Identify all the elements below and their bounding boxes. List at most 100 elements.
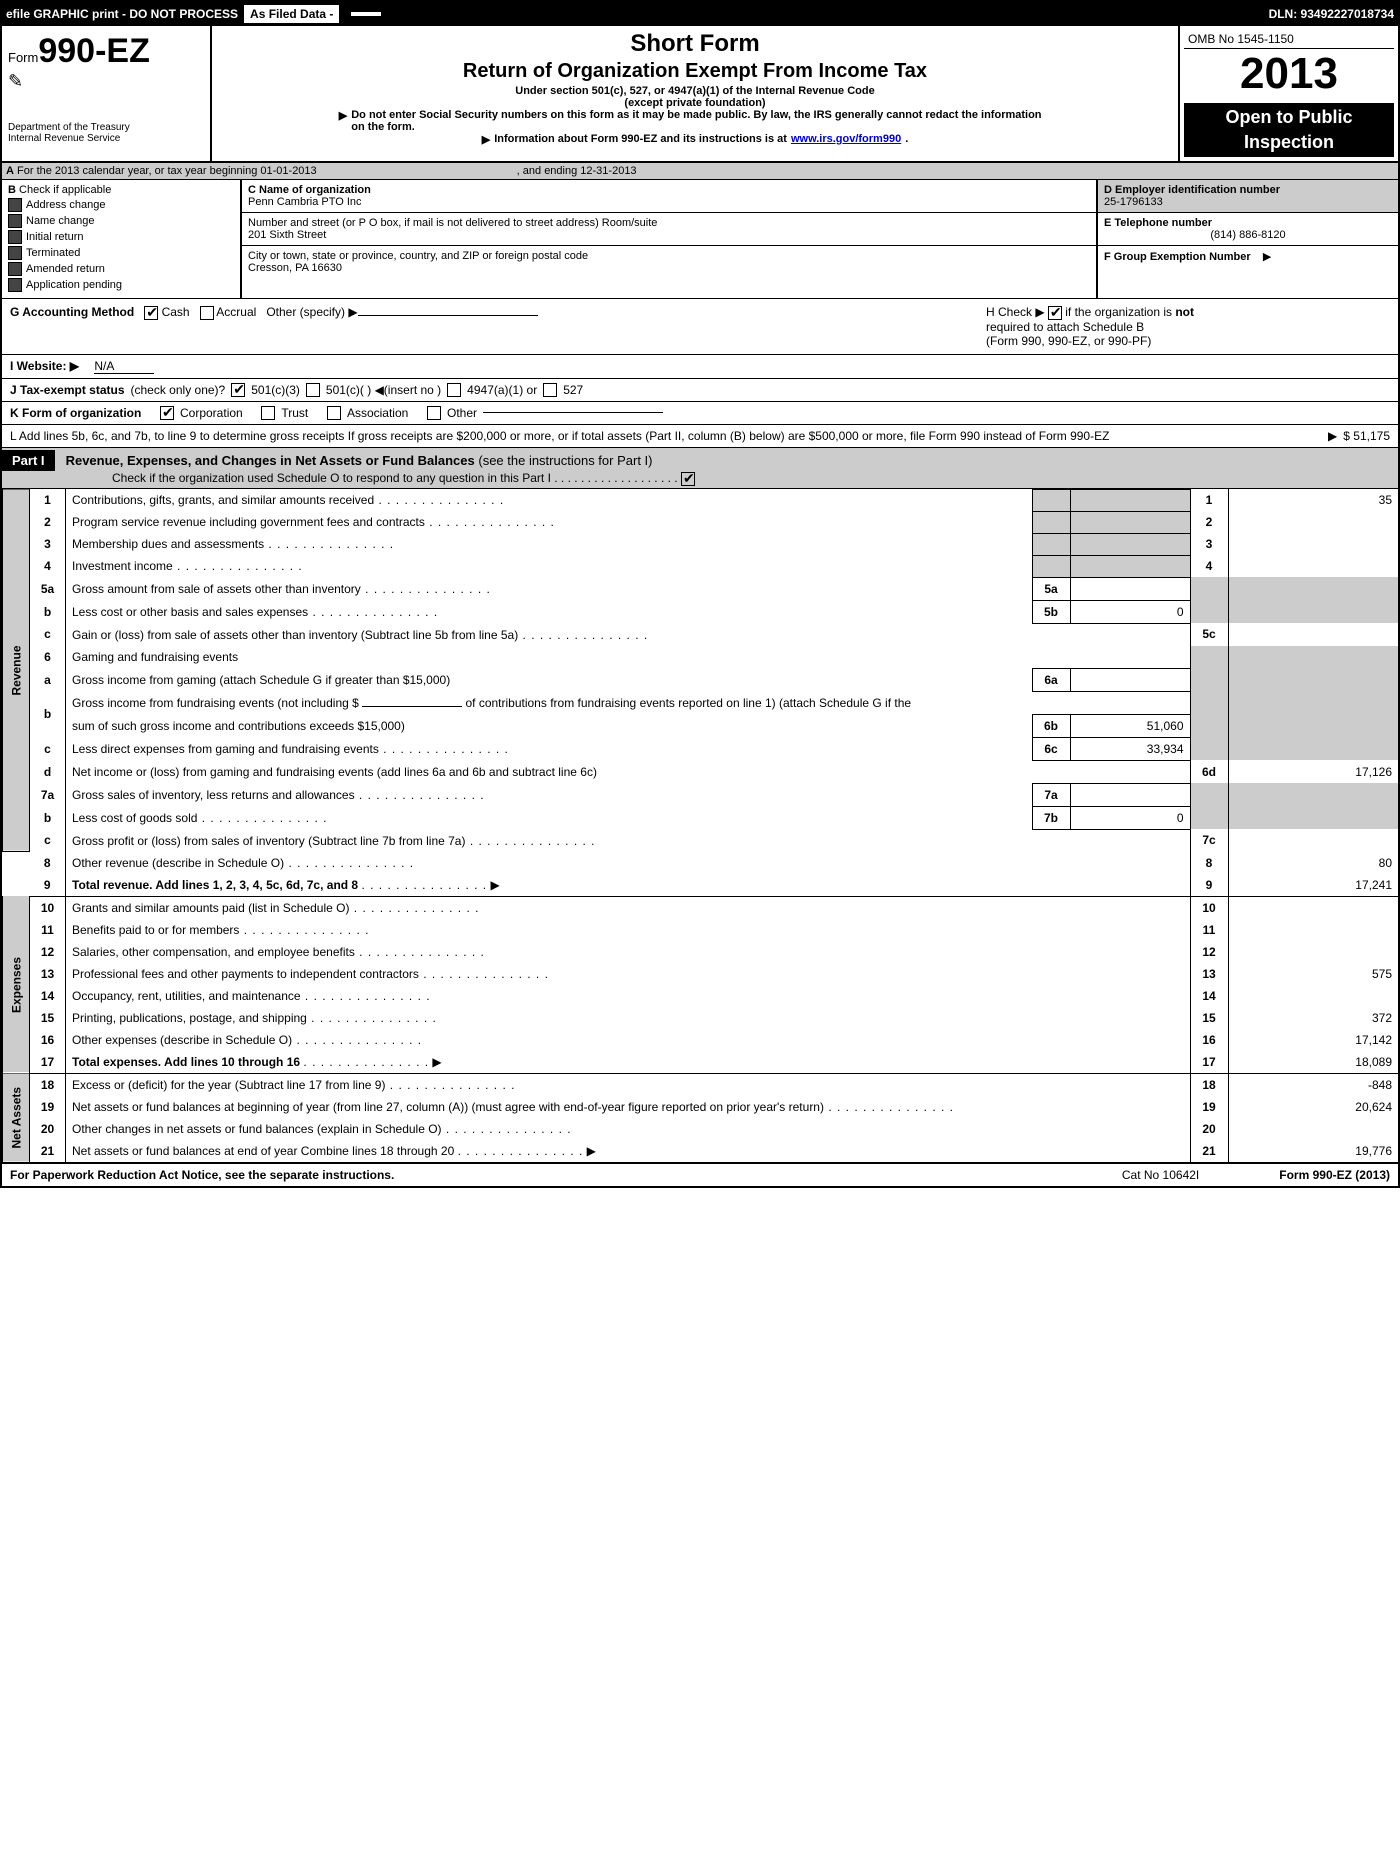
l-row: L Add lines 5b, 6c, and 7b, to line 9 to… xyxy=(2,425,1398,448)
section-bcde: B Check if applicable Address change Nam… xyxy=(2,180,1398,299)
line-18-value: -848 xyxy=(1228,1073,1398,1096)
g-cell: G Accounting Method Cash Accrual Other (… xyxy=(2,299,978,354)
line-8-value: 80 xyxy=(1228,852,1398,874)
row-a-text1: For the 2013 calendar year, or tax year … xyxy=(17,165,317,177)
chk-app-pending[interactable] xyxy=(8,278,22,292)
k-label: K Form of organization xyxy=(10,406,141,420)
form-number: 990-EZ xyxy=(38,32,150,70)
k-row: K Form of organization Corporation Trust… xyxy=(2,402,1398,425)
chk-amended[interactable] xyxy=(8,262,22,276)
chk-501c3[interactable] xyxy=(231,383,245,397)
efile-header: efile GRAPHIC print - DO NOT PROCESS As … xyxy=(2,2,1398,26)
line-6d-value: 17,126 xyxy=(1228,760,1398,783)
part-i-label: Part I xyxy=(2,450,55,471)
return-title: Return of Organization Exempt From Incom… xyxy=(220,60,1170,83)
j-label: J Tax-exempt status xyxy=(10,383,125,397)
omb-number: OMB No 1545-1150 xyxy=(1184,30,1394,49)
asfiled-badge: As Filed Data - xyxy=(244,5,339,23)
subtitle-2: (except private foundation) xyxy=(220,97,1170,109)
paperwork-notice: For Paperwork Reduction Act Notice, see … xyxy=(10,1168,394,1182)
line-15-value: 372 xyxy=(1228,1007,1398,1029)
efile-text: efile GRAPHIC print - DO NOT PROCESS xyxy=(6,7,238,21)
g-label: G Accounting Method xyxy=(10,305,134,319)
chk-other-org[interactable] xyxy=(427,406,441,420)
chk-initial-return[interactable] xyxy=(8,230,22,244)
org-street: 201 Sixth Street xyxy=(248,229,1090,241)
chk-4947[interactable] xyxy=(447,383,461,397)
form-footer: Form 990-EZ (2013) xyxy=(1279,1168,1390,1182)
line-19-value: 20,624 xyxy=(1228,1096,1398,1118)
form-id-cell: Form990-EZ ✎ Department of the Treasury … xyxy=(2,26,212,161)
chk-accrual[interactable] xyxy=(200,306,214,320)
row-a-text2: , and ending 12-31-2013 xyxy=(517,165,637,177)
d-label: D Employer identification number xyxy=(1104,184,1280,196)
netassets-side-label: Net Assets xyxy=(3,1073,30,1163)
arrow-line-2: Information about Form 990-EZ and its in… xyxy=(220,133,1170,146)
i-label: I Website: ▶ xyxy=(10,359,79,373)
open-public-2: Inspection xyxy=(1184,132,1394,157)
chk-name-change[interactable] xyxy=(8,214,22,228)
chk-terminated[interactable] xyxy=(8,246,22,260)
other-org-line[interactable] xyxy=(483,412,663,413)
arrow-line-1: Do not enter Social Security numbers on … xyxy=(220,109,1170,133)
line-5b-value: 0 xyxy=(1070,600,1190,623)
efile-icon: ✎ xyxy=(8,71,204,92)
gh-row: G Accounting Method Cash Accrual Other (… xyxy=(2,299,1398,355)
irs-link[interactable]: www.irs.gov/form990 xyxy=(791,133,901,145)
h-cell: H Check ▶ if the organization is not req… xyxy=(978,299,1398,354)
phone-value: (814) 886-8120 xyxy=(1104,229,1392,241)
chk-address-change[interactable] xyxy=(8,198,22,212)
expenses-side-label: Expenses xyxy=(3,896,30,1073)
line-6c-value: 33,934 xyxy=(1070,737,1190,760)
line-21-value: 19,776 xyxy=(1228,1140,1398,1163)
financials-table: Revenue 1Contributions, gifts, grants, a… xyxy=(2,489,1398,1164)
form-page: efile GRAPHIC print - DO NOT PROCESS As … xyxy=(0,0,1400,1188)
l-arrow: ▶ xyxy=(1328,429,1337,443)
short-form-label: Short Form xyxy=(220,30,1170,58)
org-city: Cresson, PA 16630 xyxy=(248,262,1090,274)
chk-trust[interactable] xyxy=(261,406,275,420)
part-i-header: Part I Revenue, Expenses, and Changes in… xyxy=(2,448,1398,489)
chk-501c[interactable] xyxy=(306,383,320,397)
chk-h[interactable] xyxy=(1048,306,1062,320)
chk-cash[interactable] xyxy=(144,306,158,320)
part-i-check-line: Check if the organization used Schedule … xyxy=(2,471,695,485)
line-16-value: 17,142 xyxy=(1228,1029,1398,1051)
line-17-value: 18,089 xyxy=(1228,1051,1398,1074)
tax-year: 2013 xyxy=(1184,49,1394,99)
revenue-side-label: Revenue xyxy=(3,489,30,852)
row-a-label: A xyxy=(6,165,14,177)
b-label: B xyxy=(8,184,16,196)
col-def: D Employer identification number 25-1796… xyxy=(1098,180,1398,298)
c-street-label: Number and street (or P O box, if mail i… xyxy=(248,217,1090,229)
cat-number: Cat No 10642I xyxy=(1122,1168,1199,1182)
line-6b-value: 51,060 xyxy=(1070,714,1190,737)
dln-text: DLN: 93492227018734 xyxy=(1269,7,1394,21)
c-name-label: C Name of organization xyxy=(248,184,371,196)
treasury-dept: Department of the Treasury xyxy=(8,122,204,133)
year-cell: OMB No 1545-1150 2013 Open to Public Ins… xyxy=(1178,26,1398,161)
irs-dept: Internal Revenue Service xyxy=(8,133,204,144)
org-name: Penn Cambria PTO Inc xyxy=(248,196,1090,208)
line-7b-value: 0 xyxy=(1070,806,1190,829)
line-1-value: 35 xyxy=(1228,489,1398,511)
chk-corp[interactable] xyxy=(160,406,174,420)
col-b: B Check if applicable Address change Nam… xyxy=(2,180,242,298)
chk-assoc[interactable] xyxy=(327,406,341,420)
title-row: Form990-EZ ✎ Department of the Treasury … xyxy=(2,26,1398,163)
i-row: I Website: ▶ N/A xyxy=(2,355,1398,379)
b-hint: Check if applicable xyxy=(19,184,111,196)
gross-receipts: $ 51,175 xyxy=(1343,429,1390,443)
c-city-label: City or town, state or province, country… xyxy=(248,250,1090,262)
asfiled-blank xyxy=(351,12,381,16)
chk-527[interactable] xyxy=(543,383,557,397)
other-specify-line[interactable] xyxy=(358,315,538,316)
chk-schedule-o[interactable] xyxy=(681,472,695,486)
e-label: E Telephone number xyxy=(1104,217,1212,229)
form-prefix: Form xyxy=(8,50,38,65)
title-cell: Short Form Return of Organization Exempt… xyxy=(212,26,1178,161)
j-row: J Tax-exempt status(check only one)? 501… xyxy=(2,379,1398,402)
row-a: A For the 2013 calendar year, or tax yea… xyxy=(2,163,1398,180)
col-c: C Name of organization Penn Cambria PTO … xyxy=(242,180,1098,298)
f-label: F Group Exemption Number xyxy=(1104,251,1251,263)
